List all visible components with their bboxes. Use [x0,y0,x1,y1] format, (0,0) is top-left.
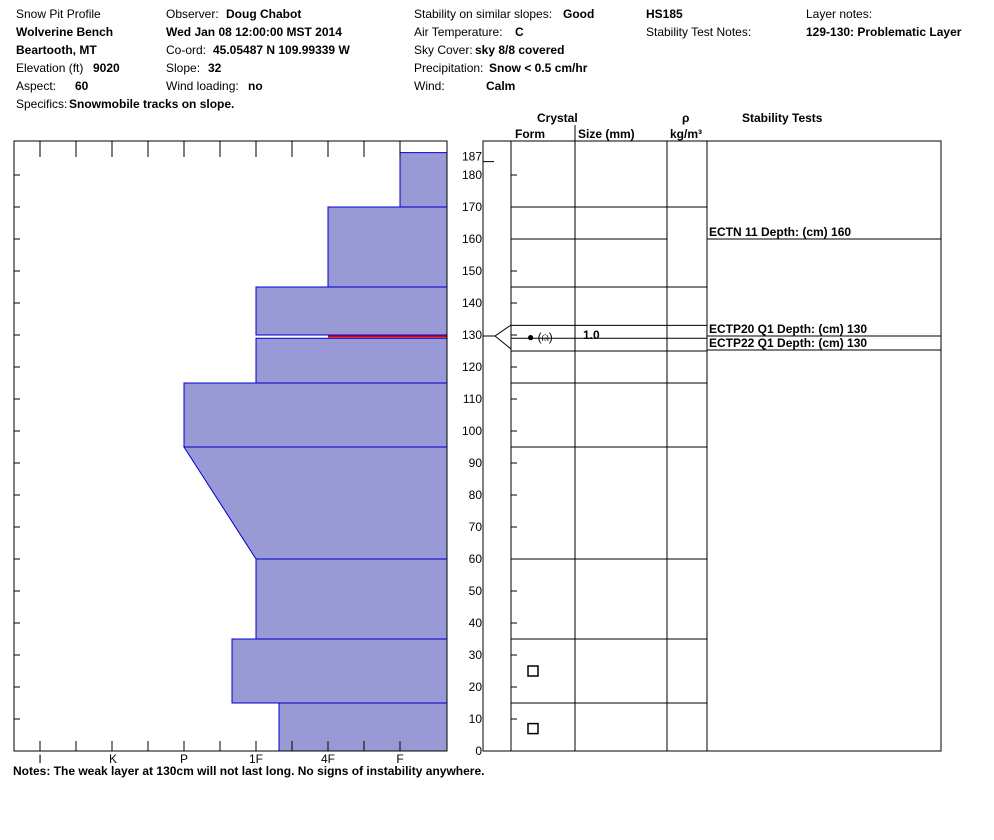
weak-layer-connector-bottom [494,335,512,350]
slope-value: 32 [208,61,222,75]
elevation-value: 9020 [93,61,120,75]
height-label-100: 100 [462,424,482,438]
height-label-70: 70 [469,520,483,534]
observer-value: Doug Chabot [226,7,302,21]
stability-notes-label: Stability Test Notes: [646,25,752,39]
stability-test-1: ECTP20 Q1 Depth: (cm) 130 [709,322,867,336]
height-label-150: 150 [462,264,482,278]
hardness-bar-5 [183,382,448,448]
crystal-form-0: ● (⍝) [527,330,553,344]
sky-label: Sky Cover: [414,43,473,57]
stability-label: Stability on similar slopes: [414,7,553,21]
crystal-form-square-2 [527,722,539,735]
region: Beartooth, MT [16,43,97,57]
hs-value: HS185 [646,7,683,21]
coord-value: 45.05487 N 109.99339 W [213,43,350,57]
hardness-label-F: F [396,752,403,766]
hardness-bar-1 [327,206,448,288]
stability-test-2: ECTP22 Q1 Depth: (cm) 130 [709,336,867,350]
notes: Notes: The weak layer at 130cm will not … [13,764,485,778]
stability-test-0: ECTN 11 Depth: (cm) 160 [709,225,851,239]
layer-notes-value: 129-130: Problematic Layer [806,25,962,39]
hardness-label-4F: 4F [321,752,335,766]
height-label-187: 187 [462,150,482,164]
size-heading: Size (mm) [578,127,635,141]
height-label-170: 170 [462,200,482,214]
height-label-40: 40 [469,616,483,630]
stability-value: Good [563,7,595,21]
specifics-label: Specifics: [16,97,68,111]
wind-loading-value: no [248,79,263,93]
elevation-label: Elevation (ft) [16,61,84,75]
profile-label: Snow Pit Profile [16,7,101,21]
height-label-130: 130 [462,328,482,342]
hardness-bar-6 [183,446,448,560]
sky-value: sky 8/8 covered [475,43,565,57]
height-label-80: 80 [469,488,483,502]
crystal-heading: Crystal [537,111,578,125]
height-label-50: 50 [469,584,483,598]
air-temp-label: Air Temperature: [414,25,503,39]
height-label-60: 60 [469,552,483,566]
form-heading: Form [515,127,545,141]
height-label-120: 120 [462,360,482,374]
hardness-bar-8 [231,638,448,704]
stability-tests-heading: Stability Tests [742,111,823,125]
aspect-label: Aspect: [16,79,57,93]
layer-notes-label: Layer notes: [806,7,873,21]
hardness-bar-2 [255,286,448,336]
table-grid [13,125,942,752]
weak-layer-connector-top [483,324,512,337]
hardness-label-I: I [38,752,41,766]
hardness-bar-9 [278,702,448,752]
hardness-label-P: P [180,752,188,766]
density-heading: ρ [682,111,690,125]
air-temp-value: C [515,25,524,39]
precip-value: Snow < 0.5 cm/hr [489,61,588,75]
height-label-90: 90 [469,456,483,470]
height-label-10: 10 [469,712,483,726]
datetime: Wed Jan 08 12:00:00 MST 2014 [166,25,342,39]
table-frame [482,140,942,752]
hardness-plot-frame [13,140,448,752]
precip-label: Precipitation: [414,61,484,75]
wind-loading-label: Wind loading: [166,79,239,93]
height-label-160: 160 [462,232,482,246]
slope-label: Slope: [166,61,201,75]
hardness-bar-0 [399,152,448,208]
coord-label: Co-ord: [166,43,207,57]
height-label-30: 30 [469,648,483,662]
density-unit: kg/m³ [670,127,703,141]
hardness-label-K: K [109,752,117,766]
wind-label: Wind: [414,79,445,93]
hardness-profile [183,152,448,752]
height-label-140: 140 [462,296,482,310]
hardness-bar-4 [255,337,448,384]
aspect-value: 60 [75,79,89,93]
hardness-label-1F: 1F [249,752,263,766]
chart-labels: I K P 1F 4F F 0 10 20 30 40 50 60 70 80 90 100 110 120 130 1… [38,150,867,766]
height-label-0: 0 [475,744,482,758]
wind-value: Calm [486,79,516,93]
height-label-180: 180 [462,168,482,182]
height-label-20: 20 [469,680,483,694]
observer-label: Observer: [166,7,219,21]
crystal-form-square-1 [527,665,539,677]
specifics-value: Snowmobile tracks on slope. [69,97,235,111]
location: Wolverine Bench [16,25,114,39]
crystal-size-0: 1.0 [583,328,600,342]
height-label-110: 110 [463,392,482,406]
hardness-bar-7 [255,558,448,640]
